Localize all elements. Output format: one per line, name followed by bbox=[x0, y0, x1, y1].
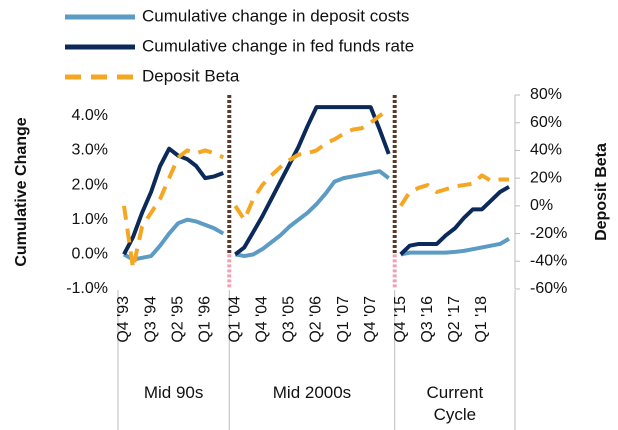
y2-axis-label: Deposit Beta bbox=[593, 143, 610, 241]
x-tick-label: Q3 '94 bbox=[142, 296, 159, 343]
y2-tick-label: 80% bbox=[530, 86, 562, 103]
series-line bbox=[122, 146, 224, 256]
legend-label: Cumulative change in deposit costs bbox=[142, 6, 409, 25]
y-tick-label: 4.0% bbox=[72, 107, 108, 124]
x-tick-label: Q1 '18 bbox=[473, 296, 490, 343]
y-tick-label: 2.0% bbox=[72, 176, 108, 193]
legend-label: Deposit Beta bbox=[142, 66, 240, 85]
y2-tick-label: -40% bbox=[530, 253, 567, 270]
series-line bbox=[233, 107, 390, 222]
y-axis-label: Cumulative Change bbox=[13, 117, 30, 266]
x-tick-label: Q4 '93 bbox=[115, 296, 132, 343]
x-tick-label: Q3 '16 bbox=[419, 296, 436, 343]
x-tick-label: Q4 '04 bbox=[254, 296, 271, 343]
y2-tick-label: 60% bbox=[530, 114, 562, 131]
y-tick-label: 0.0% bbox=[72, 246, 108, 263]
y2-tick-label: -20% bbox=[530, 225, 567, 242]
series-line bbox=[399, 185, 510, 256]
x-tick-label: Q1 '07 bbox=[335, 296, 352, 343]
y2-tick-label: -60% bbox=[530, 280, 567, 297]
x-tick-label: Q2 '95 bbox=[169, 296, 186, 343]
y-tick-label: 1.0% bbox=[72, 211, 108, 228]
x-tick-label: Q3 '05 bbox=[281, 296, 298, 343]
series-line bbox=[122, 148, 225, 271]
x-tick-label: Q1 '04 bbox=[226, 296, 243, 343]
legend-label: Cumulative change in fed funds rate bbox=[142, 36, 414, 55]
x-tick-label: Q2 '06 bbox=[308, 296, 325, 343]
series-line bbox=[123, 217, 225, 262]
series-line bbox=[234, 169, 390, 259]
series-line bbox=[400, 237, 510, 257]
series-line bbox=[399, 173, 509, 207]
series-line bbox=[234, 105, 391, 256]
x-tick-label: Q4 '07 bbox=[362, 296, 379, 343]
x-tick-label: Q4 '15 bbox=[392, 296, 409, 343]
y-tick-label: 3.0% bbox=[72, 142, 108, 159]
group-label: Current Cycle bbox=[426, 383, 484, 424]
x-tick-label: Q1 '96 bbox=[196, 296, 213, 343]
x-tick-label: Q2 '17 bbox=[446, 296, 463, 343]
group-label: Mid 2000s bbox=[272, 383, 352, 402]
y2-tick-label: 0% bbox=[530, 197, 553, 214]
y2-tick-label: 40% bbox=[530, 142, 562, 159]
y2-tick-label: 20% bbox=[530, 169, 562, 186]
group-label: Mid 90s bbox=[143, 383, 204, 402]
y-tick-label: -1.0% bbox=[66, 280, 108, 297]
